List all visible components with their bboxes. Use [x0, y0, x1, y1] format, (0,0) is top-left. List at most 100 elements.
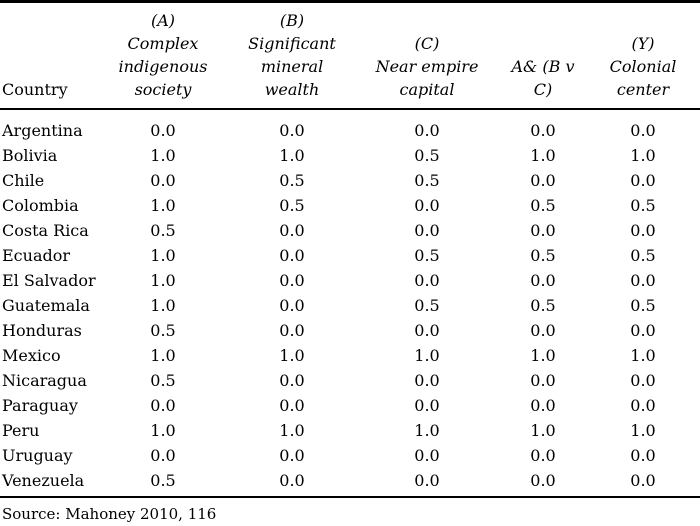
country-cell: Colombia [2, 196, 79, 215]
source-note: Source: Mahoney 2010, 116 [2, 505, 217, 523]
country-cell: Venezuela [2, 471, 85, 490]
table-row: Argentina 0.0 0.0 0.0 0.0 0.0 [0, 109, 700, 143]
value-cell-a: 0.5 [150, 221, 176, 240]
value-cell-b: 0.5 [279, 196, 305, 215]
country-cell: Argentina [2, 121, 83, 140]
value-cell-y: 1.0 [630, 146, 656, 165]
value-cell-a: 0.5 [150, 371, 176, 390]
value-cell-abc: 0.5 [530, 196, 556, 215]
value-cell-a: 0.0 [150, 446, 176, 465]
value-cell-y: 0.0 [630, 321, 656, 340]
value-cell-y: 0.5 [630, 196, 656, 215]
value-cell-b: 0.0 [279, 396, 305, 415]
value-cell-c: 0.5 [414, 246, 440, 265]
country-cell: Mexico [2, 346, 61, 365]
value-cell-b: 0.5 [279, 171, 305, 190]
value-cell-a: 1.0 [150, 421, 176, 440]
table-row: Uruguay 0.0 0.0 0.0 0.0 0.0 [0, 443, 700, 468]
value-cell-a: 1.0 [150, 246, 176, 265]
value-cell-c: 0.0 [414, 271, 440, 290]
table-row: Peru 1.0 1.0 1.0 1.0 1.0 [0, 418, 700, 443]
value-cell-abc: 0.0 [530, 321, 556, 340]
country-cell: Paraguay [2, 396, 78, 415]
value-cell-y: 0.0 [630, 471, 656, 490]
value-cell-y: 1.0 [630, 346, 656, 365]
value-cell-c: 0.0 [414, 121, 440, 140]
value-cell-b: 1.0 [279, 346, 305, 365]
value-cell-a: 1.0 [150, 346, 176, 365]
value-cell-c: 1.0 [414, 421, 440, 440]
value-cell-y: 0.0 [630, 221, 656, 240]
column-header-y: (Y) Colonial center [586, 1, 700, 110]
value-cell-abc: 0.0 [530, 171, 556, 190]
value-cell-abc: 0.5 [530, 246, 556, 265]
value-cell-b: 0.0 [279, 121, 305, 140]
value-cell-abc: 0.0 [530, 371, 556, 390]
value-cell-y: 0.0 [630, 121, 656, 140]
value-cell-c: 0.5 [414, 146, 440, 165]
value-cell-y: 0.5 [630, 246, 656, 265]
header-row: Country (A) Complex indigenous society (B)… [0, 1, 700, 110]
value-cell-b: 0.0 [279, 221, 305, 240]
table-row: Mexico 1.0 1.0 1.0 1.0 1.0 [0, 343, 700, 368]
value-cell-abc: 0.0 [530, 471, 556, 490]
value-cell-c: 0.5 [414, 296, 440, 315]
country-cell: Costa Rica [2, 221, 89, 240]
column-header-country: Country [0, 1, 96, 110]
column-header-a: (A) Complex indigenous society [96, 1, 230, 110]
value-cell-a: 1.0 [150, 296, 176, 315]
table-body: Argentina 0.0 0.0 0.0 0.0 0.0 Bolivia 1.0 1.0 0.5… [0, 109, 700, 497]
column-header-abc: A& (B v C) [500, 1, 586, 110]
value-cell-a: 0.0 [150, 171, 176, 190]
value-cell-y: 0.0 [630, 171, 656, 190]
country-cell: Bolivia [2, 146, 58, 165]
value-cell-abc: 1.0 [530, 146, 556, 165]
value-cell-b: 1.0 [279, 146, 305, 165]
country-cell: Nicaragua [2, 371, 87, 390]
value-cell-a: 1.0 [150, 196, 176, 215]
value-cell-y: 0.0 [630, 371, 656, 390]
value-cell-c: 0.0 [414, 446, 440, 465]
value-cell-c: 0.5 [414, 171, 440, 190]
table-row: Guatemala 1.0 0.0 0.5 0.5 0.5 [0, 293, 700, 318]
table-row: Paraguay 0.0 0.0 0.0 0.0 0.0 [0, 393, 700, 418]
value-cell-a: 1.0 [150, 271, 176, 290]
value-cell-b: 0.0 [279, 371, 305, 390]
country-cell: Peru [2, 421, 40, 440]
table-row: Bolivia 1.0 1.0 0.5 1.0 1.0 [0, 143, 700, 168]
table-row: Honduras 0.5 0.0 0.0 0.0 0.0 [0, 318, 700, 343]
value-cell-y: 0.0 [630, 271, 656, 290]
value-cell-b: 0.0 [279, 296, 305, 315]
country-cell: Uruguay [2, 446, 73, 465]
table-row: Venezuela 0.5 0.0 0.0 0.0 0.0 [0, 468, 700, 497]
value-cell-a: 0.5 [150, 321, 176, 340]
country-cell: Ecuador [2, 246, 71, 265]
table-header: Country (A) Complex indigenous society (B)… [0, 1, 700, 110]
value-cell-b: 1.0 [279, 421, 305, 440]
value-cell-abc: 0.0 [530, 221, 556, 240]
value-cell-abc: 0.0 [530, 396, 556, 415]
value-cell-y: 0.0 [630, 446, 656, 465]
column-header-c: (C) Near empire capital [354, 1, 500, 110]
value-cell-b: 0.0 [279, 246, 305, 265]
table-row: Costa Rica 0.5 0.0 0.0 0.0 0.0 [0, 218, 700, 243]
value-cell-a: 1.0 [150, 146, 176, 165]
value-cell-c: 0.0 [414, 371, 440, 390]
value-cell-c: 0.0 [414, 196, 440, 215]
value-cell-c: 0.0 [414, 396, 440, 415]
value-cell-c: 1.0 [414, 346, 440, 365]
country-cell: Chile [2, 171, 45, 190]
table-row: Chile 0.0 0.5 0.5 0.0 0.0 [0, 168, 700, 193]
value-cell-abc: 0.5 [530, 296, 556, 315]
value-cell-b: 0.0 [279, 471, 305, 490]
value-cell-y: 0.0 [630, 396, 656, 415]
value-cell-c: 0.0 [414, 221, 440, 240]
value-cell-abc: 1.0 [530, 346, 556, 365]
value-cell-c: 0.0 [414, 471, 440, 490]
table-row: El Salvador 1.0 0.0 0.0 0.0 0.0 [0, 268, 700, 293]
value-cell-abc: 1.0 [530, 421, 556, 440]
value-cell-y: 1.0 [630, 421, 656, 440]
table-row: Ecuador 1.0 0.0 0.5 0.5 0.5 [0, 243, 700, 268]
value-cell-b: 0.0 [279, 446, 305, 465]
